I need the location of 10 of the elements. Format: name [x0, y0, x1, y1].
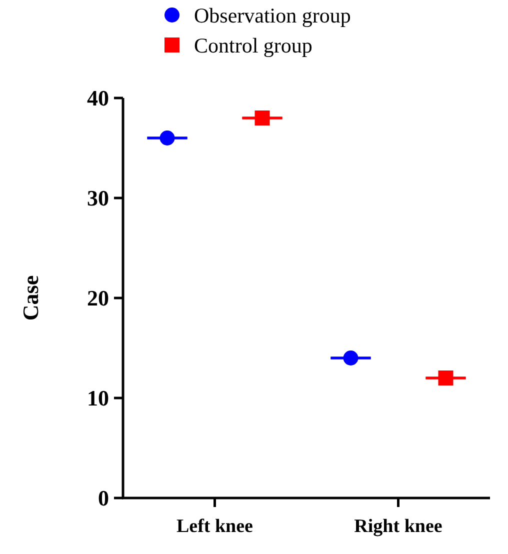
legend-label: Control group — [194, 33, 312, 58]
x-tick-label: Left knee — [176, 516, 254, 537]
y-tick-label: 0 — [98, 486, 109, 511]
x-tick-label: Right knee — [354, 516, 442, 537]
y-tick-label: 20 — [87, 286, 109, 311]
y-axis-title: Case — [18, 275, 43, 321]
y-tick-label: 30 — [87, 186, 109, 211]
legend-label: Observation group — [194, 3, 351, 28]
y-tick-label: 40 — [87, 86, 109, 111]
y-tick-label: 10 — [87, 386, 109, 411]
